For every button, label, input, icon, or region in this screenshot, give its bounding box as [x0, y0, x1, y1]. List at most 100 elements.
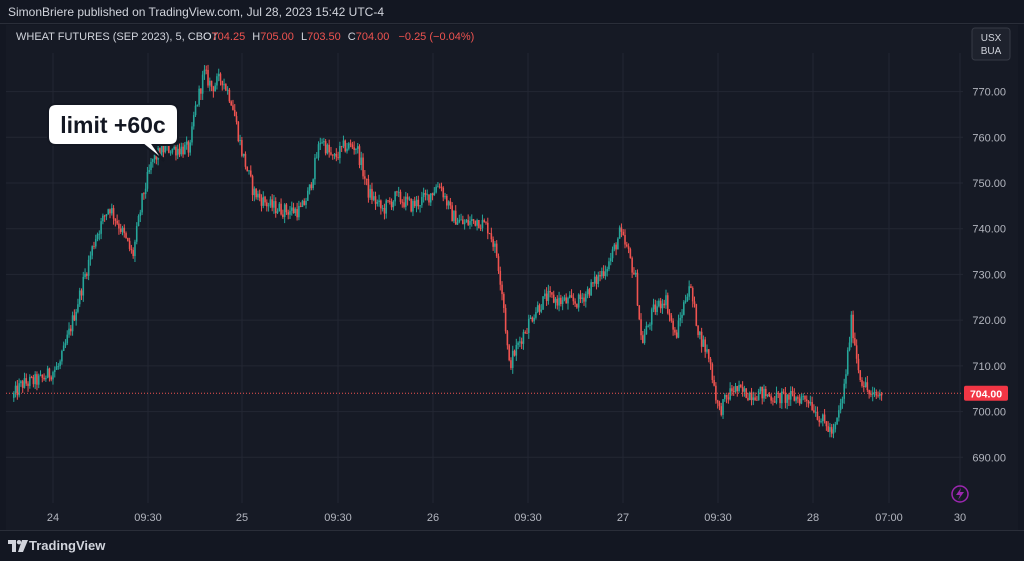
candle-body	[462, 219, 464, 225]
candle-body	[748, 392, 751, 401]
candle-body	[50, 377, 53, 380]
candle	[822, 413, 824, 427]
candle-body	[551, 292, 553, 295]
candle-body	[650, 309, 653, 325]
candle	[743, 385, 746, 397]
candle	[631, 256, 633, 278]
candle	[290, 201, 293, 216]
candle	[745, 388, 747, 399]
candle-body	[797, 397, 799, 399]
candle	[331, 154, 334, 160]
candle	[232, 99, 234, 111]
chart-area[interactable]: 690.00 700.00 710.00 720.00 730.00 740.00 750.…	[6, 25, 1018, 530]
candle-body	[121, 227, 124, 232]
candle	[855, 339, 858, 364]
candle	[560, 294, 562, 307]
candle-body	[48, 368, 51, 378]
candle-body	[110, 208, 113, 214]
candle-body	[791, 391, 794, 395]
candle	[324, 139, 327, 156]
candle	[478, 219, 480, 229]
candle-body	[251, 176, 254, 196]
candlestick-chart[interactable]: 690.00 700.00 710.00 720.00 730.00 740.00 750.…	[6, 25, 1018, 530]
candle-body	[317, 144, 320, 158]
candle-body	[838, 410, 840, 418]
candle	[182, 142, 184, 158]
candle	[48, 367, 51, 382]
candle-body	[490, 233, 493, 240]
candle-body	[135, 226, 138, 242]
candle-body	[809, 402, 812, 404]
candle-body	[91, 246, 93, 256]
candle-body	[535, 311, 537, 318]
candle-body	[86, 273, 88, 276]
candle	[317, 141, 320, 161]
candle	[777, 390, 780, 399]
candle-body	[625, 244, 628, 247]
candle	[285, 203, 288, 215]
candle-body	[777, 392, 780, 394]
candle-body	[538, 305, 541, 312]
candle	[857, 353, 860, 374]
x-tick-label: 27	[617, 512, 629, 524]
lightning-icon[interactable]	[951, 485, 969, 503]
candle-body	[540, 309, 543, 312]
candle-body	[460, 219, 462, 221]
candle	[43, 373, 45, 381]
candle	[429, 193, 432, 206]
candle-body	[100, 221, 102, 234]
candle-body	[595, 276, 598, 284]
candle-body	[80, 290, 83, 296]
annotation-callout-box[interactable]	[47, 103, 179, 162]
candle-body	[764, 388, 767, 397]
candle-body	[722, 399, 724, 415]
candle	[463, 219, 466, 230]
y-tick-label: 720.00	[972, 315, 1006, 327]
candle-body	[198, 88, 200, 105]
candle	[299, 202, 302, 208]
candle-body	[209, 80, 211, 86]
candle-body	[668, 313, 671, 316]
candle	[228, 88, 231, 104]
candle-body	[599, 275, 601, 277]
currency-box[interactable]	[971, 27, 1011, 61]
candle	[444, 192, 446, 200]
candle-body	[674, 329, 676, 333]
candle	[71, 311, 74, 336]
candle-body	[677, 320, 680, 338]
candle-body	[684, 300, 687, 303]
candle	[627, 243, 630, 254]
candle-body	[219, 73, 222, 81]
candle	[839, 398, 842, 414]
candle-body	[629, 249, 632, 259]
candle	[602, 265, 605, 279]
candle	[652, 298, 655, 313]
candle-body	[772, 400, 774, 402]
candle	[497, 253, 500, 274]
candle	[394, 191, 396, 206]
candle-body	[112, 208, 115, 219]
candle	[86, 272, 88, 280]
candle	[748, 391, 751, 401]
candle-body	[258, 193, 261, 198]
candle	[766, 394, 769, 398]
candle	[399, 189, 402, 205]
candle	[848, 336, 851, 352]
candle-body	[328, 144, 330, 153]
candle	[417, 195, 420, 210]
candle	[266, 199, 268, 212]
candle-body	[64, 343, 67, 346]
candle-body	[608, 261, 610, 270]
candle-body	[392, 201, 395, 208]
candle-body	[854, 338, 856, 346]
candle-body	[463, 222, 466, 225]
candle-body	[686, 296, 689, 301]
candle-body	[531, 317, 534, 322]
candle	[255, 188, 257, 200]
candle-body	[805, 399, 808, 402]
candle-body	[467, 219, 469, 225]
candle	[470, 214, 473, 227]
candle	[387, 200, 389, 203]
candle-body	[706, 349, 708, 352]
candle-body	[583, 297, 585, 302]
